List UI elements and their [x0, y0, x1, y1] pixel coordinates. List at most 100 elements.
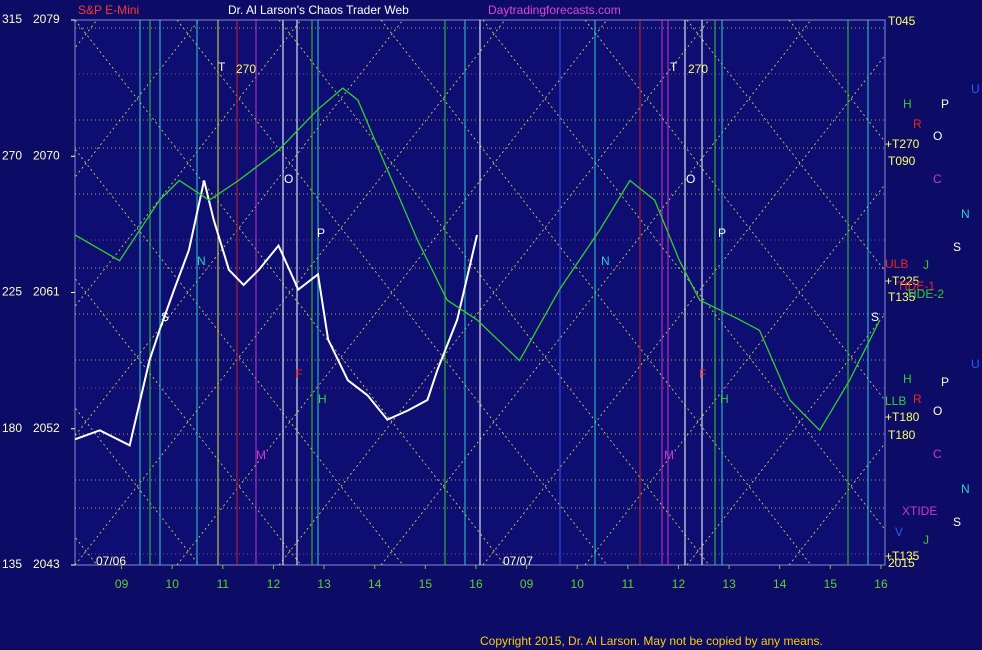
- y-tick-label: 2079: [33, 12, 60, 26]
- y2-tick-label: 270: [2, 148, 22, 162]
- annotation: P: [718, 226, 726, 240]
- annotation: O: [933, 129, 942, 143]
- time-lines: [139, 20, 869, 565]
- x-tick-label: 09: [520, 577, 534, 591]
- annotation: N: [601, 254, 610, 268]
- x-tick-label: 13: [722, 577, 736, 591]
- annotation: U: [971, 82, 980, 96]
- annotation: M: [256, 448, 266, 462]
- annotation: +T270: [885, 137, 920, 151]
- series-line: [75, 87, 881, 432]
- x-tick-label: 12: [267, 577, 281, 591]
- annotation: F: [295, 367, 302, 381]
- x-tick-label: 10: [571, 577, 585, 591]
- y2-tick-label: 315: [2, 12, 22, 26]
- annotation: 270: [688, 62, 708, 76]
- annotation: F: [699, 367, 706, 381]
- lattice-line: [482, 54, 885, 565]
- annotation: N: [197, 254, 206, 268]
- x-tick-label: 16: [874, 577, 888, 591]
- chart-title: Dr. Al Larson's Chaos Trader Web: [228, 3, 409, 17]
- x-tick-label: 16: [469, 577, 483, 591]
- lattice-line: [788, 20, 885, 143]
- annotation: S: [871, 310, 879, 324]
- lattice-line: [278, 20, 710, 565]
- x-tick-label: 15: [824, 577, 838, 591]
- annotation: R: [913, 117, 922, 131]
- lattice-line: [788, 442, 885, 565]
- annotation: U: [971, 357, 980, 371]
- annotation: XTIDE: [902, 504, 937, 518]
- lattice-line: [584, 184, 885, 565]
- annotation: P: [941, 97, 949, 111]
- annotation: P: [317, 226, 325, 240]
- annotation: P: [941, 375, 949, 389]
- site: Daytradingforecasts.com: [488, 3, 621, 17]
- lattice-line: [278, 20, 710, 565]
- annotation: LLB: [885, 394, 906, 408]
- y-tick-label: 2070: [33, 148, 60, 162]
- x-tick-label: 11: [217, 577, 230, 591]
- symbol: S&P E-Mini: [78, 3, 139, 17]
- annotation: H: [903, 372, 912, 386]
- lattice-line: [75, 20, 506, 565]
- x-tick-label: 10: [166, 577, 180, 591]
- annotation: H: [720, 392, 729, 406]
- annotation: T180: [888, 428, 916, 442]
- annotation: C: [933, 447, 942, 461]
- lattice-line: [686, 20, 885, 272]
- date-label: 07/06: [96, 554, 126, 568]
- annotation: N: [961, 482, 970, 496]
- y-tick-label: 2061: [33, 285, 60, 299]
- y2-tick-label: 225: [2, 285, 22, 299]
- x-tick-label: 13: [317, 577, 331, 591]
- annotation: S: [953, 515, 961, 529]
- annotation: O: [933, 404, 942, 418]
- lattice-line: [176, 20, 608, 565]
- x-tick-label: 15: [419, 577, 433, 591]
- annotation: J: [923, 533, 929, 547]
- x-tick-label: 11: [622, 577, 635, 591]
- annotation: +T225: [885, 274, 920, 288]
- y2-tick-label: 135: [2, 557, 22, 571]
- y-tick-label: 2043: [33, 557, 60, 571]
- annotation: H: [903, 97, 912, 111]
- annotation: R: [913, 392, 922, 406]
- annotation: T090: [888, 154, 916, 168]
- series-line: [75, 180, 478, 447]
- annotation: V: [895, 525, 903, 539]
- lattice-line: [75, 20, 506, 565]
- annotation: T: [670, 60, 678, 74]
- lattice-line: [176, 20, 608, 565]
- lattice-line: [686, 313, 885, 565]
- annotation: 270: [236, 62, 256, 76]
- copyright: Copyright 2015, Dr. Al Larson. May not b…: [480, 634, 823, 648]
- annotation: +T180: [885, 410, 920, 424]
- lattice-line: [482, 20, 885, 531]
- annotation: J: [923, 258, 929, 272]
- annotation: H: [318, 392, 327, 406]
- annotation: 2015: [888, 556, 915, 570]
- lattice-line: [380, 20, 812, 565]
- x-tick-label: 12: [672, 577, 686, 591]
- annotation: N: [961, 207, 970, 221]
- x-tick-label: 09: [115, 577, 129, 591]
- date-label: 07/07: [503, 554, 533, 568]
- annotation: O: [284, 172, 293, 186]
- x-tick-label: 14: [773, 577, 787, 591]
- annotation: C: [933, 172, 942, 186]
- annotation: TIDE-2: [906, 287, 944, 301]
- annotation: ULB: [885, 257, 908, 271]
- lattice-line: [380, 20, 812, 565]
- annotation: TIDE-1: [897, 279, 935, 293]
- x-tick-label: 14: [368, 577, 382, 591]
- y2-tick-label: 180: [2, 421, 22, 435]
- annotation: S: [953, 240, 961, 254]
- annotation: +T135: [885, 549, 920, 563]
- lattice-line: [584, 20, 885, 401]
- annotation: S: [161, 310, 169, 324]
- annotation: O: [686, 172, 695, 186]
- annotation: T045: [888, 14, 916, 28]
- annotation: M: [664, 448, 674, 462]
